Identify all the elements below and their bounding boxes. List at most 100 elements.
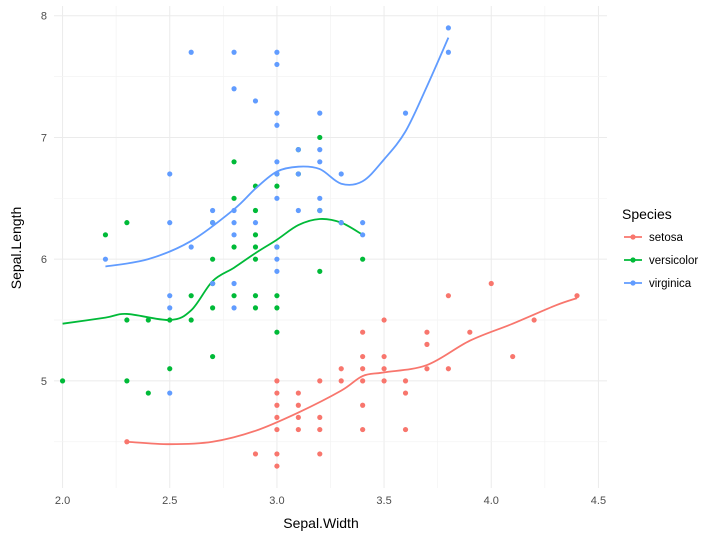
point-setosa [445, 293, 451, 299]
y-tick-label: 7 [41, 132, 47, 144]
point-setosa [402, 426, 409, 433]
point-virginica [210, 220, 216, 226]
point-setosa [274, 414, 280, 421]
point-versicolor [252, 207, 259, 214]
legend-key-point [630, 234, 636, 240]
x-tick-label: 2.5 [162, 495, 177, 507]
point-setosa [360, 378, 366, 384]
point-versicolor [360, 256, 366, 262]
point-setosa [531, 317, 537, 323]
point-setosa [510, 353, 516, 360]
point-versicolor [252, 256, 259, 262]
y-tick-label: 6 [41, 254, 47, 266]
point-setosa [360, 329, 366, 335]
point-virginica [317, 159, 323, 165]
x-tick-label: 3.5 [376, 495, 391, 507]
point-versicolor [188, 317, 194, 323]
point-virginica [274, 195, 280, 201]
grid [54, 6, 607, 488]
point-setosa [381, 317, 387, 323]
point-setosa [381, 366, 387, 372]
point-versicolor [210, 256, 216, 262]
point-virginica [295, 171, 301, 177]
legend-label: virginica [649, 278, 692, 290]
point-versicolor [252, 232, 259, 238]
point-versicolor [188, 293, 194, 299]
point-virginica [252, 220, 259, 226]
point-virginica [317, 110, 323, 116]
x-axis-ticks: 2.0 2.5 3.0 3.5 4.0 4.5 [55, 495, 606, 507]
point-virginica [274, 61, 280, 68]
y-axis-title: Sepal.Length [8, 207, 24, 290]
point-setosa [295, 426, 301, 433]
point-virginica [188, 244, 194, 250]
point-setosa [317, 426, 323, 433]
point-versicolor [252, 305, 259, 311]
point-versicolor [274, 329, 280, 335]
point-virginica [338, 220, 344, 226]
point-virginica [167, 171, 173, 177]
point-versicolor [274, 293, 280, 299]
point-versicolor [231, 195, 237, 201]
series-versicolor [59, 134, 366, 396]
point-setosa [424, 329, 430, 335]
legend-item-setosa: setosa [624, 232, 683, 244]
point-setosa [360, 353, 366, 360]
point-setosa [252, 451, 259, 457]
point-setosa [274, 451, 280, 457]
point-setosa [360, 366, 366, 372]
point-virginica [445, 49, 451, 55]
point-versicolor [124, 378, 130, 384]
point-virginica [445, 25, 451, 31]
trend-line-virginica [105, 37, 450, 268]
point-virginica [102, 256, 109, 262]
point-versicolor [317, 134, 323, 141]
point-versicolor [274, 305, 280, 311]
point-setosa [445, 366, 451, 372]
point-setosa [317, 378, 323, 384]
legend-item-versicolor: versicolor [624, 255, 698, 267]
point-setosa [381, 378, 387, 384]
point-setosa [381, 353, 387, 360]
x-tick-label: 4.0 [484, 495, 499, 507]
point-virginica [274, 110, 280, 116]
legend-key-point [630, 280, 636, 286]
point-versicolor [252, 293, 259, 299]
point-virginica [231, 232, 237, 238]
point-virginica [252, 98, 259, 104]
point-setosa [274, 390, 280, 396]
point-versicolor [274, 183, 280, 189]
x-tick-label: 3.0 [269, 495, 284, 507]
point-setosa [274, 402, 280, 408]
point-virginica [188, 49, 194, 55]
y-axis-ticks: 5 6 7 8 [41, 11, 47, 388]
point-virginica [210, 207, 216, 214]
point-virginica [274, 49, 280, 55]
point-setosa [338, 366, 344, 372]
point-virginica [210, 280, 216, 287]
y-tick-label: 5 [41, 376, 47, 388]
point-setosa [274, 426, 280, 433]
point-versicolor [167, 366, 173, 372]
x-tick-label: 4.5 [591, 495, 606, 507]
point-setosa [574, 293, 580, 299]
point-virginica [317, 207, 323, 214]
series-virginica [102, 25, 451, 396]
point-versicolor [231, 159, 237, 165]
point-virginica [360, 220, 366, 226]
point-setosa [274, 378, 280, 384]
point-virginica [167, 390, 173, 396]
point-virginica [274, 256, 280, 262]
point-virginica [274, 159, 280, 165]
point-setosa [467, 329, 473, 335]
point-setosa [338, 378, 344, 384]
point-setosa [295, 402, 301, 408]
point-setosa [402, 378, 409, 384]
point-setosa [317, 451, 323, 457]
point-versicolor [210, 305, 216, 311]
point-virginica [317, 195, 323, 201]
point-virginica [167, 220, 173, 226]
point-virginica [231, 280, 237, 287]
point-setosa [360, 402, 366, 408]
series-layer [59, 25, 580, 469]
